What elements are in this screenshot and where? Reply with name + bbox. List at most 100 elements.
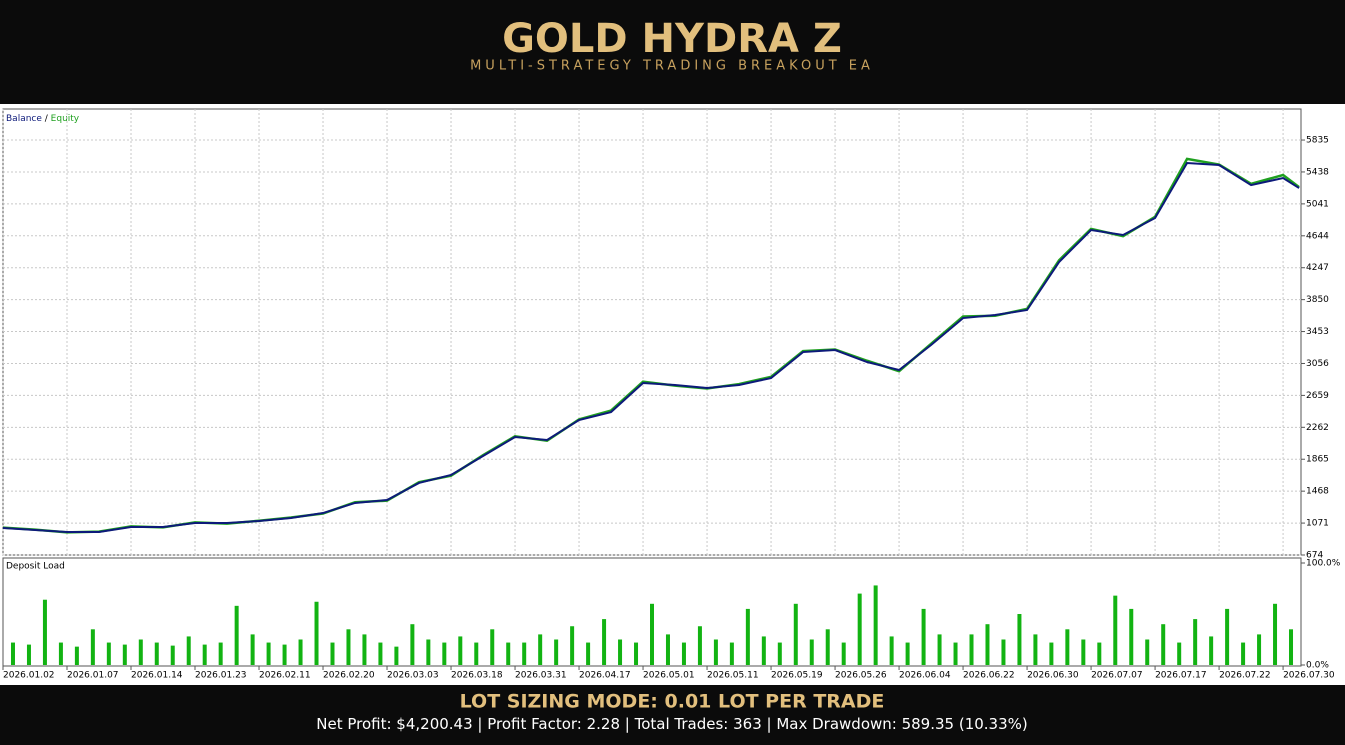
stats-separator: | [762, 715, 777, 733]
bar [857, 593, 862, 665]
bar [602, 619, 607, 665]
bar [873, 585, 878, 665]
bar [106, 642, 111, 665]
bar [761, 636, 766, 665]
y-tick-label: 4247 [1306, 263, 1329, 273]
x-tick-label: 2026.06.30 [1027, 671, 1079, 681]
x-tick-label: 2026.03.03 [387, 671, 439, 681]
legend-entry: Balance [6, 114, 42, 124]
bar [138, 639, 143, 665]
x-tick-label: 2026.01.07 [67, 671, 119, 681]
x-tick-label: 2026.05.11 [707, 671, 759, 681]
y-tick-label: 2262 [1306, 423, 1329, 433]
bar [346, 629, 351, 665]
x-tick-label: 2026.05.26 [835, 671, 887, 681]
x-tick-label: 2026.03.18 [451, 671, 503, 681]
bar [58, 642, 63, 665]
bar [74, 646, 79, 665]
y-tick-label: 3056 [1306, 359, 1329, 369]
bar [650, 603, 654, 665]
legend-separator: / [42, 114, 51, 124]
bar [969, 634, 974, 665]
y-tick-label: 0.0% [1306, 661, 1329, 671]
x-tick-label: 2026.03.31 [515, 671, 567, 681]
bar [1129, 608, 1134, 665]
bar [394, 646, 399, 665]
x-tick-label: 2026.07.17 [1155, 671, 1207, 681]
bar [1001, 639, 1006, 665]
bar [905, 642, 910, 665]
stat: Net Profit: $4,200.43 [316, 715, 472, 733]
bar [554, 639, 559, 665]
bar [825, 629, 830, 665]
x-tick-label: 2026.01.14 [131, 671, 183, 681]
bar [937, 634, 942, 665]
y-tick-label: 5438 [1306, 167, 1329, 177]
bar [1289, 629, 1294, 665]
x-tick-label: 2026.04.17 [579, 671, 631, 681]
bar [809, 639, 814, 665]
y-tick-label: 3453 [1306, 327, 1329, 337]
bar [953, 642, 958, 665]
bar [665, 634, 670, 665]
bar [1225, 608, 1230, 665]
bar [1065, 629, 1070, 665]
bar [841, 642, 846, 665]
x-tick-label: 2026.01.02 [3, 671, 55, 681]
bar [26, 644, 31, 665]
legend-text: Balance / Equity [6, 114, 80, 124]
bar [1257, 634, 1262, 665]
bar [234, 605, 239, 665]
bar [1113, 595, 1118, 665]
bar [745, 608, 750, 665]
bar [1033, 634, 1038, 665]
bar [266, 642, 271, 665]
bar [793, 603, 798, 665]
bar [10, 642, 15, 665]
bar [1145, 639, 1150, 665]
stat: Max Drawdown: 589.35 (10.33%) [776, 715, 1027, 733]
bar [889, 636, 894, 665]
bar [202, 644, 207, 665]
stat: Total Trades: 363 [634, 715, 762, 733]
footer-title: LOT SIZING MODE: 0.01 LOT PER TRADE [460, 691, 885, 713]
bar [170, 645, 175, 665]
stat: Profit Factor: 2.28 [487, 715, 620, 733]
y-tick-label: 1071 [1306, 519, 1329, 529]
bar [330, 642, 335, 665]
stats-separator: | [473, 715, 488, 733]
bar [186, 636, 191, 665]
bar [1097, 642, 1102, 665]
bar [506, 642, 511, 665]
bar [298, 639, 303, 665]
bar [250, 634, 255, 665]
subtitle: MULTI-STRATEGY TRADING BREAKOUT EA [470, 59, 874, 74]
bar [474, 642, 479, 665]
bar [362, 634, 367, 665]
y-tick-label: 100.0% [1306, 559, 1341, 569]
bar [458, 636, 463, 665]
deposit-panel [2, 557, 1302, 667]
bar [921, 608, 926, 665]
legend-entry: Equity [51, 114, 80, 124]
x-tick-label: 2026.07.07 [1091, 671, 1143, 681]
y-tick-label: 4644 [1306, 231, 1329, 241]
bar [1241, 642, 1246, 665]
bar [985, 624, 990, 665]
x-tick-label: 2026.06.04 [899, 671, 951, 681]
x-tick-label: 2026.02.20 [323, 671, 375, 681]
x-tick-label: 2026.06.22 [963, 671, 1015, 681]
bar [410, 624, 415, 665]
y-tick-label: 1468 [1306, 487, 1329, 497]
legend: Balance / Equity [6, 114, 80, 124]
bar [1049, 642, 1054, 665]
y-tick-label: 5041 [1306, 199, 1329, 209]
bar [90, 629, 95, 665]
footer-band [0, 685, 1345, 745]
bar [442, 642, 447, 665]
panel-title: Deposit Load [6, 562, 65, 572]
series-line [2, 161, 1300, 534]
bar [1273, 603, 1278, 665]
y-tick-label: 1865 [1306, 455, 1329, 465]
bar [570, 626, 575, 665]
